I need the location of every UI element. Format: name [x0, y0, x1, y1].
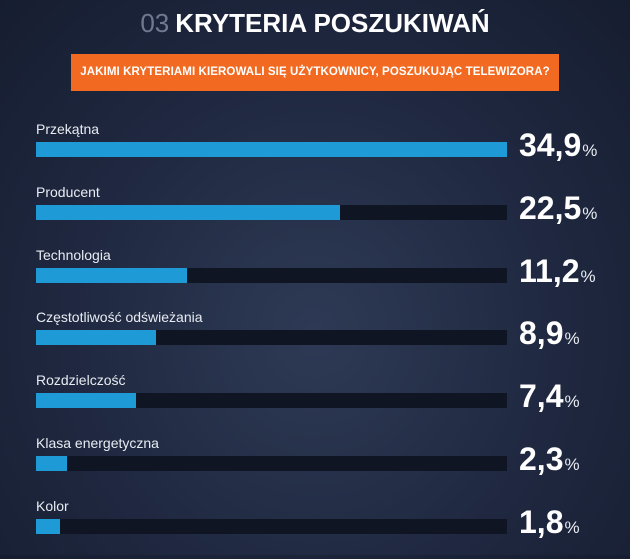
- percent-sign: %: [564, 392, 580, 412]
- bar: [36, 142, 507, 157]
- bar-track: [36, 393, 507, 409]
- value-number: 2,3: [519, 441, 564, 477]
- value-label: 1,8%: [519, 504, 580, 546]
- percent-sign: %: [564, 455, 580, 474]
- bar-track: [36, 330, 507, 346]
- section-number: 03: [140, 8, 170, 38]
- bar-track: [36, 204, 507, 220]
- percent-sign: %: [564, 517, 580, 537]
- bar: [36, 393, 136, 409]
- value-label: 7,4%: [519, 378, 580, 420]
- chart-row: Producent 22,5%: [0, 183, 630, 245]
- value-label: 11,2%: [519, 253, 596, 295]
- chart-row: Klasa energetyczna 2,3%: [0, 434, 630, 496]
- category-label: Rozdzielczość: [36, 372, 126, 389]
- percent-sign: %: [580, 266, 596, 286]
- chart-row: Przekątna 34,9%: [0, 120, 630, 182]
- bar: [36, 204, 340, 220]
- bar-track: [36, 456, 507, 471]
- value-number: 8,9: [519, 315, 564, 352]
- value-number: 7,4: [519, 378, 564, 415]
- value-label: 8,9%: [519, 315, 580, 357]
- percent-sign: %: [582, 141, 598, 160]
- bar: [36, 456, 67, 471]
- percent-sign: %: [582, 203, 598, 223]
- bar-track: [36, 518, 507, 534]
- value-label: 22,5%: [519, 190, 597, 232]
- bar-track: [36, 267, 507, 283]
- bar-track: [36, 142, 507, 157]
- category-label: Technologia: [36, 246, 111, 263]
- category-label: Kolor: [36, 497, 69, 514]
- category-label: Producent: [36, 183, 100, 200]
- bar: [36, 518, 60, 534]
- percent-sign: %: [564, 329, 580, 349]
- value-number: 1,8: [519, 503, 564, 540]
- value-number: 34,9: [519, 127, 582, 163]
- value-label: 2,3%: [519, 441, 580, 483]
- bar: [36, 267, 187, 283]
- category-label: Częstotliwość odświeżania: [36, 309, 203, 326]
- value-label: 34,9%: [519, 127, 597, 169]
- chart-row: Rozdzielczość 7,4%: [0, 371, 630, 433]
- page-title: 03 KRYTERIA POSZUKIWAŃ: [0, 6, 630, 40]
- chart-row: Częstotliwość odświeżania 8,9%: [0, 308, 630, 370]
- category-label: Klasa energetyczna: [36, 435, 159, 451]
- category-label: Przekątna: [36, 121, 100, 137]
- value-number: 22,5: [519, 189, 582, 226]
- value-number: 11,2: [519, 252, 580, 289]
- question-banner: JAKIMI KRYTERIAMI KIEROWALI SIĘ UŻYTKOWN…: [71, 54, 559, 91]
- chart-row: Kolor 1,8%: [0, 497, 630, 559]
- bar: [36, 330, 156, 346]
- section-title: KRYTERIA POSZUKIWAŃ: [175, 8, 490, 38]
- chart-row: Technologia 11,2%: [0, 246, 630, 308]
